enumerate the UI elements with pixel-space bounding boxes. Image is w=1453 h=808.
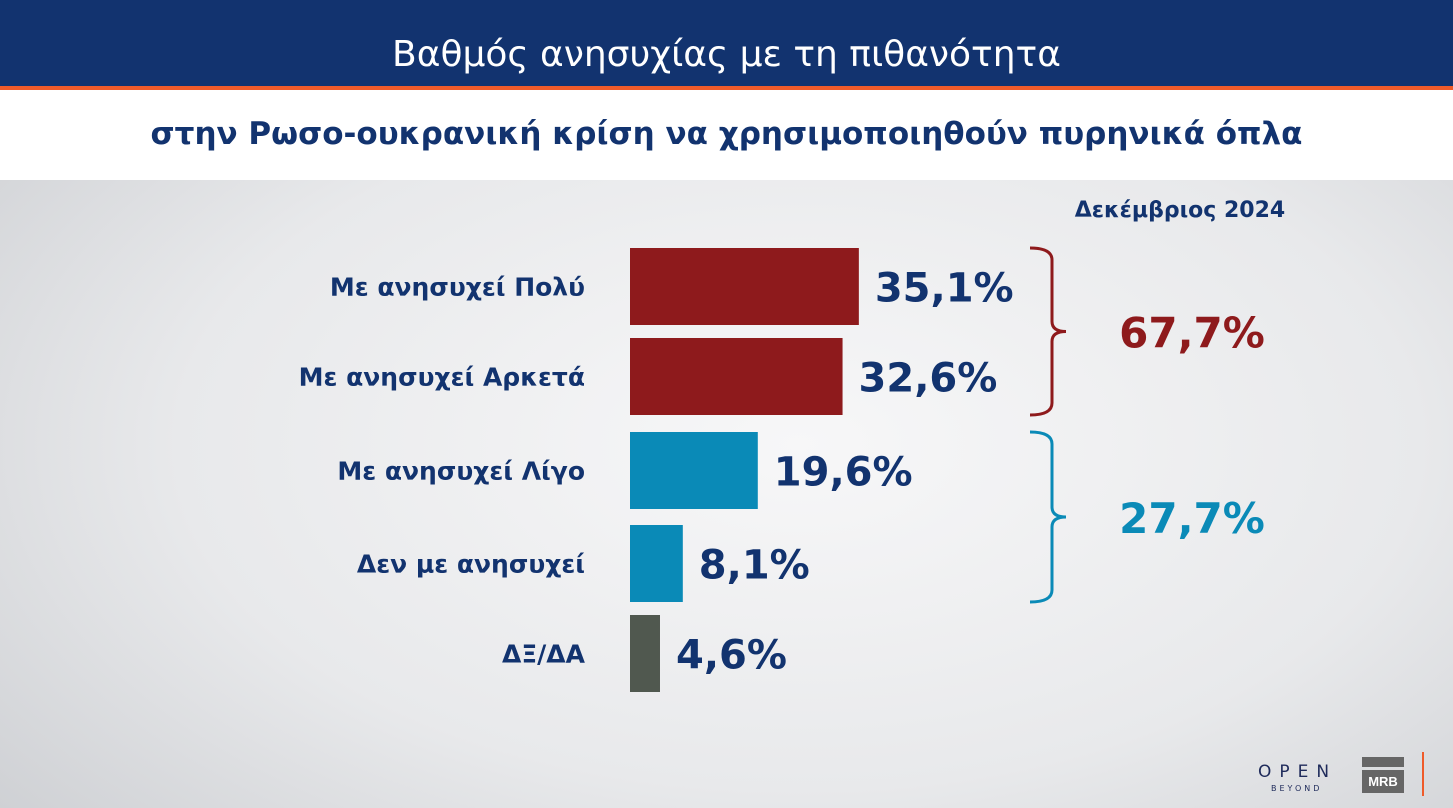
group-total-label: 67,7% <box>1119 309 1265 358</box>
period-label: Δεκέμβριος 2024 <box>1074 198 1286 223</box>
open-beyond-logo: BEYOND <box>1271 784 1323 793</box>
data-label: 8,1% <box>699 543 810 589</box>
category-label: Με ανησυχεί Αρκετά <box>299 363 585 392</box>
group-bracket <box>1029 246 1067 417</box>
bar <box>630 248 859 325</box>
category-label: Με ανησυχεί Πολύ <box>330 273 585 302</box>
bar <box>630 432 758 509</box>
data-label: 19,6% <box>774 450 913 496</box>
category-label: ΔΞ/ΔΑ <box>502 640 586 669</box>
header-accent-line <box>0 86 1453 90</box>
chart-subtitle: στην Ρωσο-ουκρανική κρίση να χρησιμοποιη… <box>150 116 1303 152</box>
data-label: 4,6% <box>676 633 787 679</box>
logo-divider <box>1422 752 1424 796</box>
subtitle-bar <box>0 90 1453 180</box>
category-label: Με ανησυχεί Λίγο <box>337 457 585 486</box>
data-label: 32,6% <box>859 356 998 402</box>
category-label: Δεν με ανησυχεί <box>357 550 585 579</box>
open-logo: OPEN <box>1258 762 1338 782</box>
mrb-logo: MRB <box>1362 757 1404 793</box>
bar <box>630 615 660 692</box>
bar <box>630 525 683 602</box>
group-bracket <box>1029 430 1067 604</box>
data-label: 35,1% <box>875 266 1014 312</box>
group-total-label: 27,7% <box>1119 494 1265 543</box>
header-bar <box>0 0 1453 86</box>
chart-title: Βαθμός ανησυχίας με τη πιθανότητα <box>392 34 1061 75</box>
bar <box>630 338 843 415</box>
